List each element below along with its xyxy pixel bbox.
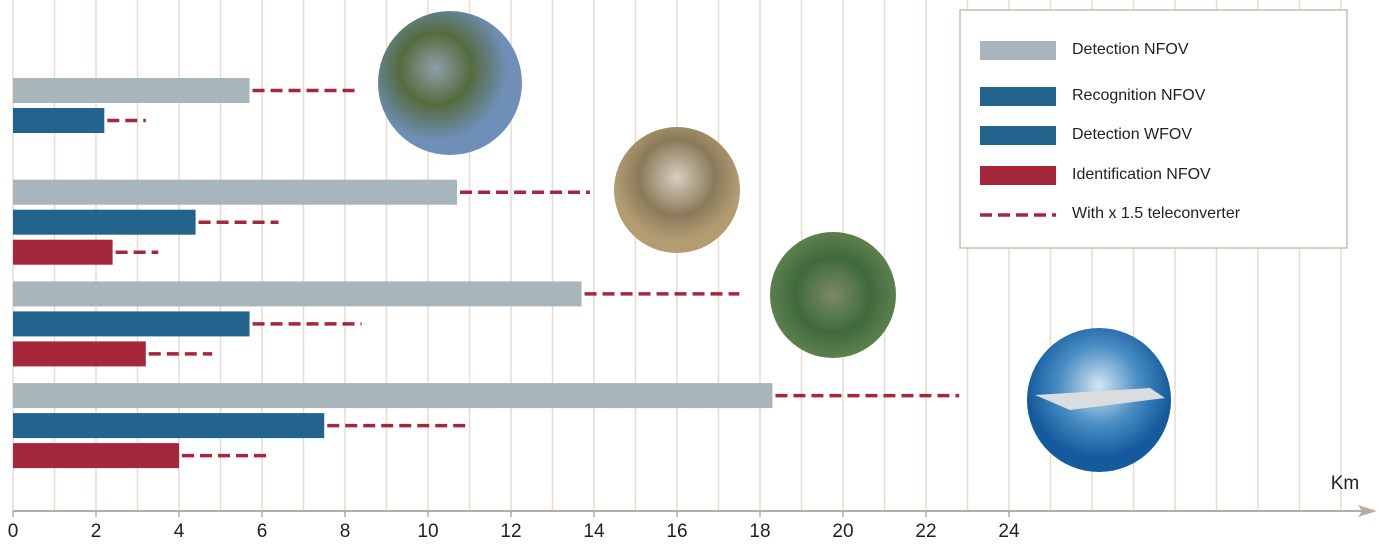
helicopter-image [770,232,896,358]
bar [13,239,113,265]
bars [13,78,960,469]
bar [13,281,582,307]
bar [13,341,146,367]
legend-label: Recognition NFOV [1072,87,1206,104]
legend-label: Detection NFOV [1072,41,1189,58]
legend-swatch [980,41,1056,60]
legend-label: Identification NFOV [1072,166,1211,183]
axis-arrow [1358,505,1377,517]
legend-swatch [980,166,1056,185]
bar [13,179,458,205]
legend-label: Detection WFOV [1072,126,1192,143]
legend-label: With x 1.5 teleconverter [1072,205,1241,222]
x-tick-label: 20 [832,521,853,542]
bar [13,78,250,103]
x-tick-label: 2 [91,521,102,542]
jet-shape [1035,388,1165,410]
x-tick-label: 16 [666,521,687,542]
x-tick-label: 22 [915,521,936,542]
bar [13,443,179,469]
x-tick-label: 18 [749,521,770,542]
x-tick-label: 10 [417,521,438,542]
legend-swatch [980,87,1056,106]
bar [13,108,105,133]
x-tick-label: 4 [174,521,185,542]
tank-image [614,127,740,253]
bar [13,383,773,409]
soldier-image [378,11,522,155]
bar [13,413,325,439]
x-tick-label: 8 [340,521,351,542]
legend: Detection NFOV Recognition NFOV Detection … [959,9,1348,249]
x-tick-label: 12 [500,521,521,542]
x-tick-label: 14 [583,521,605,542]
x-tick-label: 0 [8,521,19,542]
bar [13,209,196,235]
legend-swatch [980,126,1056,145]
x-axis-label: Km [1331,473,1360,494]
bar [13,311,250,337]
x-tick-label: 6 [257,521,268,542]
x-tick-label: 24 [998,521,1020,542]
